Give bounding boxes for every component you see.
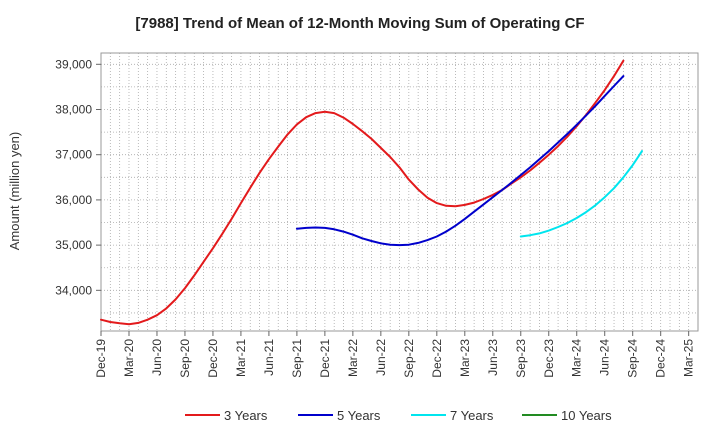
series-line-3-years: [100, 59, 625, 326]
grid-lines: [101, 53, 698, 331]
x-tick-label: Mar-21: [234, 339, 248, 377]
y-tick-label: 39,000: [55, 57, 92, 71]
x-tick-label: Jun-24: [598, 339, 612, 376]
x-tick-label: Sep-21: [290, 339, 304, 378]
x-tick-label: Jun-23: [486, 339, 500, 376]
x-tick-label: Dec-24: [654, 339, 668, 378]
series-line-5-years: [295, 75, 625, 247]
chart-title: [7988] Trend of Mean of 12-Month Moving …: [135, 15, 584, 32]
x-tick-label: Sep-23: [514, 339, 528, 378]
legend-label-5-years: 5 Years: [337, 408, 381, 423]
x-tick-label: Jun-22: [374, 339, 388, 376]
y-axis-label: Amount (million yen): [7, 132, 22, 251]
x-tick-label: Mar-22: [346, 339, 360, 377]
x-tick-label: Sep-24: [626, 339, 640, 378]
x-tick-label: Dec-19: [94, 339, 108, 378]
y-tick-label: 34,000: [55, 283, 92, 297]
y-tick-label: 36,000: [55, 193, 92, 207]
legend-label-3-years: 3 Years: [224, 408, 268, 423]
x-axis-ticks: Dec-19 Mar-20 Jun-20 Sep-20 Dec-20 Mar-21 Jun-…: [94, 331, 696, 378]
x-tick-label: Dec-22: [430, 339, 444, 378]
x-tick-label: Dec-20: [206, 339, 220, 378]
series-lines: [100, 59, 643, 326]
x-tick-label: Mar-25: [682, 339, 696, 377]
x-tick-label: Jun-20: [150, 339, 164, 376]
x-tick-label: Sep-20: [178, 339, 192, 378]
legend: 3 Years 5 Years 7 Years 10 Years: [185, 408, 612, 423]
y-tick-label: 35,000: [55, 238, 92, 252]
series-line-7-years: [519, 150, 643, 238]
plot-area: [100, 52, 699, 332]
legend-label-10-years: 10 Years: [561, 408, 612, 423]
y-axis-ticks: 34,000 35,000 36,000 37,000 38,000 39,000: [55, 57, 101, 297]
x-tick-label: Dec-23: [542, 339, 556, 378]
x-tick-label: Mar-23: [458, 339, 472, 377]
x-tick-label: Jun-21: [262, 339, 276, 376]
x-tick-label: Mar-24: [570, 339, 584, 377]
x-tick-label: Dec-21: [318, 339, 332, 378]
x-tick-label: Mar-20: [122, 339, 136, 377]
x-tick-label: Sep-22: [402, 339, 416, 378]
y-tick-label: 37,000: [55, 148, 92, 162]
y-tick-label: 38,000: [55, 103, 92, 117]
legend-label-7-years: 7 Years: [450, 408, 494, 423]
